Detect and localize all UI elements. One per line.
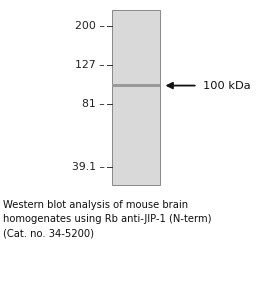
Bar	[112, 10, 160, 185]
Text: 200 –: 200 –	[75, 21, 105, 31]
Text: Western blot analysis of mouse brain
homogenates using Rb anti-JIP-1 (N-term)
(C: Western blot analysis of mouse brain hom…	[3, 200, 211, 238]
Text: 39.1 –: 39.1 –	[72, 162, 105, 172]
Text: 127 –: 127 –	[75, 60, 105, 70]
Text: 81 –: 81 –	[82, 99, 105, 109]
Text: 100 kDa: 100 kDa	[203, 81, 250, 91]
Bar	[112, 84, 160, 87]
